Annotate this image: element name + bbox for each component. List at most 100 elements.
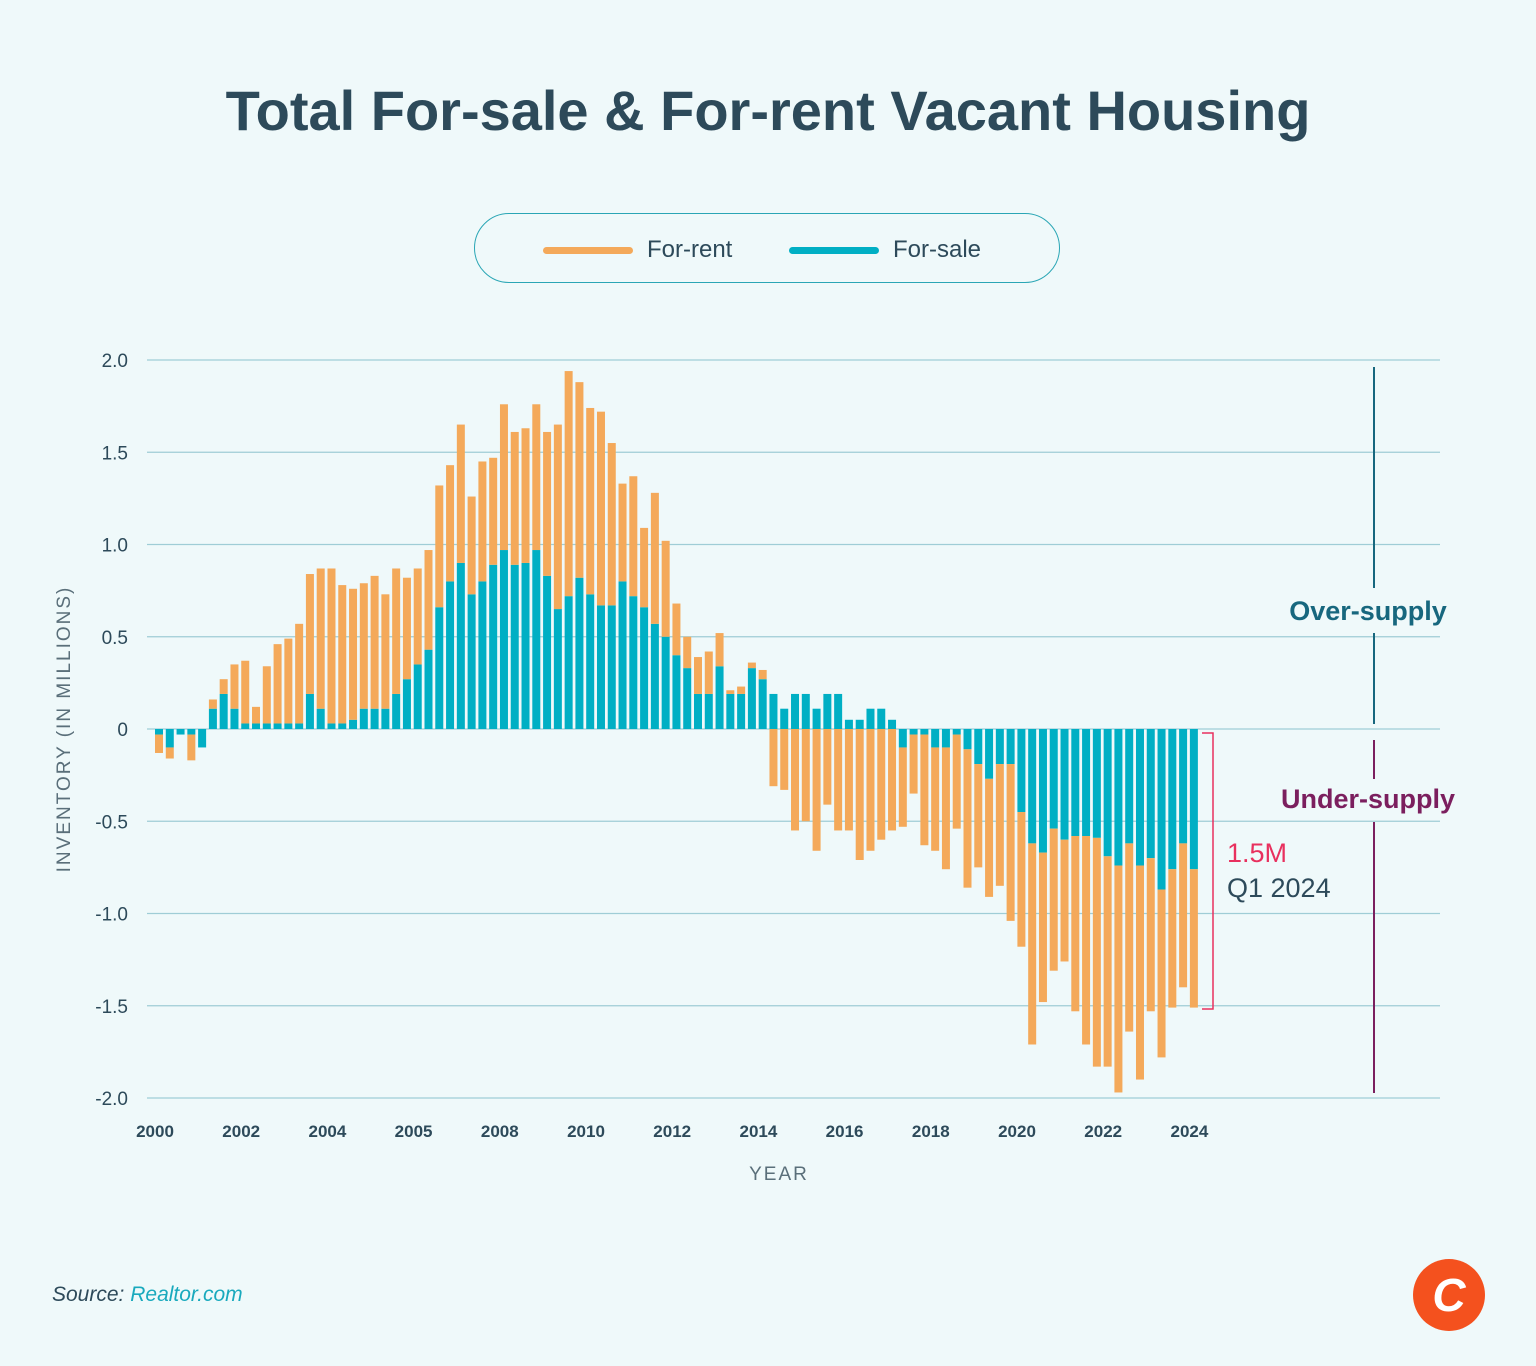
for-rent-bar — [801, 729, 810, 822]
for-rent-bar — [780, 729, 789, 790]
for-sale-bar — [273, 723, 282, 729]
for-rent-bar — [855, 729, 864, 860]
for-sale-bar — [726, 693, 735, 729]
x-tick-label: 2004 — [308, 1122, 346, 1141]
for-sale-bar — [974, 729, 983, 765]
for-rent-bar — [952, 734, 961, 829]
for-sale-bar — [791, 693, 800, 729]
y-tick-label: 1.5 — [102, 443, 128, 464]
x-tick-label: 2020 — [998, 1122, 1036, 1141]
legend-item-for-sale: For-sale — [789, 236, 981, 264]
for-sale-bar — [650, 623, 659, 729]
for-rent-bar — [931, 747, 940, 851]
for-rent-bar — [909, 734, 918, 794]
for-sale-bar — [564, 596, 573, 729]
x-tick-label: 2008 — [481, 1122, 519, 1141]
source-note: Source: Realtor.com — [52, 1283, 243, 1307]
for-sale-bar — [359, 708, 368, 729]
for-sale-bar — [295, 723, 304, 729]
for-sale-bar — [683, 668, 692, 729]
y-tick-label: -1.5 — [95, 997, 128, 1018]
for-sale-swatch — [789, 246, 879, 254]
for-rent-bar — [1092, 837, 1101, 1067]
for-sale-bar — [1006, 729, 1015, 765]
for-rent-bar — [823, 729, 832, 805]
brand-logo: C — [1413, 1259, 1485, 1331]
for-sale-bar — [920, 729, 929, 735]
for-rent-bar — [640, 527, 649, 608]
x-tick-label: 2022 — [1084, 1122, 1122, 1141]
for-sale-bar — [499, 550, 508, 729]
for-rent-bar — [564, 371, 573, 597]
for-rent-bar — [941, 747, 950, 870]
for-sale-bar — [877, 708, 886, 729]
for-rent-bar — [683, 636, 692, 669]
for-sale-bar — [747, 668, 756, 729]
for-rent-bar — [661, 540, 670, 637]
for-sale-bar — [1092, 729, 1101, 838]
x-tick-label: 2014 — [739, 1122, 777, 1141]
legend: For-rent For-sale — [474, 213, 1060, 283]
for-sale-bar — [456, 562, 465, 729]
for-sale-bar — [553, 609, 562, 729]
for-sale-bar — [1168, 729, 1177, 870]
y-tick-label: 2.0 — [102, 351, 128, 372]
for-sale-bar — [532, 550, 541, 729]
for-sale-bar — [489, 564, 498, 729]
for-sale-bar — [1038, 729, 1047, 853]
chart-title: Total For-sale & For-rent Vacant Housing — [225, 79, 1311, 142]
for-sale-bar — [467, 594, 476, 729]
y-tick-label: -2.0 — [95, 1089, 128, 1110]
for-rent-bar — [478, 461, 487, 582]
for-rent-bar — [284, 638, 293, 724]
for-sale-bar — [198, 729, 207, 748]
under-supply-label: Under-supply — [1281, 784, 1455, 814]
for-rent-bar — [349, 588, 358, 720]
for-sale-bar — [208, 708, 217, 729]
for-sale-bar — [413, 664, 422, 729]
y-tick-label: -0.5 — [95, 812, 128, 833]
for-sale-bar — [1082, 729, 1091, 837]
for-sale-bar — [424, 649, 433, 729]
for-sale-bar — [1189, 729, 1198, 870]
for-rent-bar — [1082, 836, 1091, 1045]
for-sale-bar — [349, 719, 358, 729]
x-tick-label: 2002 — [222, 1122, 260, 1141]
for-rent-bar — [165, 747, 174, 759]
y-axis-label: INVENTORY (IN MILLIONS) — [54, 586, 75, 873]
for-rent-bar — [898, 747, 907, 827]
x-tick-label: 2024 — [1170, 1122, 1208, 1141]
for-sale-bar — [952, 729, 961, 735]
for-sale-bar — [737, 693, 746, 729]
for-rent-bar — [402, 577, 411, 680]
for-rent-bar — [715, 633, 724, 667]
for-rent-bar — [1189, 869, 1198, 1008]
for-rent-bar — [273, 644, 282, 724]
y-tick-label: 1.0 — [102, 536, 128, 557]
for-sale-bar — [1017, 729, 1026, 813]
for-sale-bar — [305, 693, 314, 729]
for-rent-bar — [489, 457, 498, 565]
for-rent-bar — [1049, 828, 1058, 971]
for-rent-bar — [532, 404, 541, 551]
for-sale-bar — [370, 708, 379, 729]
for-sale-bar — [446, 581, 455, 729]
x-tick-label: 2012 — [653, 1122, 691, 1141]
for-rent-bar — [1114, 865, 1123, 1093]
source-link[interactable]: Realtor.com — [130, 1283, 243, 1306]
for-sale-bar — [780, 708, 789, 729]
for-rent-bar — [230, 664, 239, 709]
for-sale-bar — [435, 607, 444, 729]
x-tick-label: 2018 — [912, 1122, 950, 1141]
for-sale-bar — [985, 729, 994, 779]
for-rent-bar — [381, 594, 390, 709]
for-rent-bar — [1125, 843, 1134, 1032]
for-rent-bar — [834, 729, 843, 831]
x-tick-label: 2010 — [567, 1122, 605, 1141]
y-tick-label: 0 — [117, 720, 128, 741]
for-sale-bar — [1028, 729, 1037, 844]
y-tick-label: -1.0 — [95, 905, 128, 926]
for-rent-bar — [877, 729, 886, 840]
for-sale-bar — [866, 708, 875, 729]
for-rent-bar — [672, 603, 681, 656]
